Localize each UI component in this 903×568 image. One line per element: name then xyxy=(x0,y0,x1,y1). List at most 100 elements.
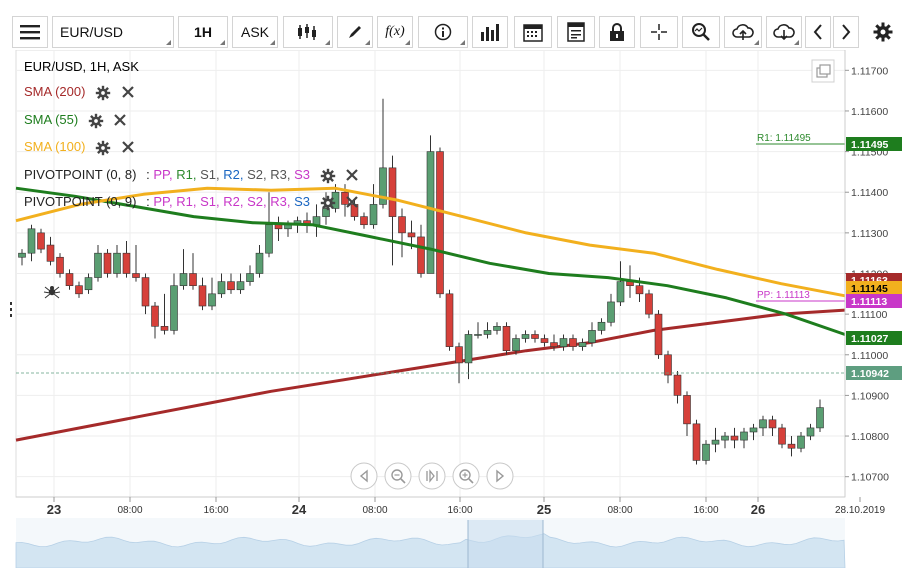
arrow-right-control[interactable] xyxy=(486,462,514,490)
download-button[interactable] xyxy=(766,16,802,48)
candle xyxy=(236,273,245,294)
zoom-out-control[interactable] xyxy=(384,462,412,490)
price-type-select[interactable]: ASK xyxy=(232,16,278,48)
legend-pivot1: PIVOTPOINT (0, 8) : PP, R1, S1, R2, S2, … xyxy=(24,167,361,184)
close-icon[interactable] xyxy=(121,85,137,101)
candle xyxy=(816,399,824,432)
candle-body xyxy=(398,216,406,234)
candle xyxy=(426,135,435,274)
close-icon[interactable] xyxy=(345,195,361,211)
candle-body xyxy=(388,167,397,217)
candle xyxy=(550,334,558,351)
candle-body xyxy=(274,224,283,230)
scroll-right-button[interactable] xyxy=(833,16,859,48)
resize-handle[interactable] xyxy=(10,302,12,317)
candle-body xyxy=(512,338,520,352)
time-tick-label: 24 xyxy=(292,502,307,517)
price-label-bg xyxy=(846,366,902,380)
candle-body xyxy=(683,395,691,425)
gear-icon[interactable] xyxy=(88,113,104,129)
candle-body xyxy=(702,443,710,461)
candle xyxy=(483,322,492,339)
price-tick-label: 1.11400 xyxy=(851,187,888,199)
candle xyxy=(75,281,83,298)
info-button[interactable] xyxy=(418,16,468,48)
candle-body xyxy=(550,342,558,347)
candle xyxy=(740,427,748,449)
settings-button[interactable] xyxy=(866,16,900,48)
candle-body xyxy=(312,216,321,226)
zoom-in-control[interactable] xyxy=(452,462,480,490)
price-chart[interactable]: R1: 1.11495 PP: 1.11113 1.11700 1.11600 1.… xyxy=(0,50,903,568)
price-axis[interactable]: 1.117001.116001.115001.114001.113001.112… xyxy=(844,50,903,497)
candle-body xyxy=(426,151,435,274)
candle-body xyxy=(455,346,463,364)
navigator[interactable] xyxy=(15,518,846,568)
symbol-select[interactable]: EUR/USD xyxy=(52,16,174,48)
candle xyxy=(37,228,45,254)
chart-type-button[interactable] xyxy=(283,16,333,48)
candle-body xyxy=(673,374,682,396)
candle xyxy=(227,273,235,294)
candle-body xyxy=(46,244,55,262)
candle-body xyxy=(170,285,178,331)
candle-body xyxy=(768,419,777,429)
r1-line-label: R1: 1.11495 xyxy=(757,133,811,144)
navigator-window[interactable] xyxy=(468,520,543,568)
zoom-search-button[interactable] xyxy=(682,16,720,48)
price-label-text: 1.10942 xyxy=(851,368,889,380)
price-label-bg xyxy=(846,281,902,295)
gear-icon[interactable] xyxy=(320,168,336,184)
close-icon[interactable] xyxy=(345,168,361,184)
sma100-path xyxy=(15,186,846,298)
crosshair-button[interactable] xyxy=(640,16,678,48)
candle-body xyxy=(483,330,492,335)
popout-icon xyxy=(816,64,831,78)
time-axis[interactable]: 23 08:00 16:00 24 08:00 16:00 25 08:00 16:00 26 28… xyxy=(16,496,885,517)
calendar-button[interactable] xyxy=(514,16,552,48)
candle-body xyxy=(578,342,587,347)
candle xyxy=(170,273,178,335)
gear-icon[interactable] xyxy=(95,85,111,101)
time-tick-label: 25 xyxy=(537,502,551,517)
chart-area[interactable]: R1: 1.11495 PP: 1.11113 1.11700 1.11600 1.… xyxy=(0,50,903,568)
reset-control[interactable] xyxy=(418,462,446,490)
arrow-left-control[interactable] xyxy=(350,462,378,490)
spider-icon[interactable] xyxy=(43,286,61,299)
scroll-left-button[interactable] xyxy=(805,16,831,48)
interval-select[interactable]: 1H xyxy=(178,16,228,48)
popout-button[interactable] xyxy=(811,59,835,83)
candle-body xyxy=(27,228,36,254)
pivot2-r1: R1, xyxy=(176,194,197,209)
candle xyxy=(379,98,387,209)
candle-body xyxy=(730,435,739,441)
table-button[interactable] xyxy=(557,16,595,48)
pivot2-pp: PP, xyxy=(153,194,173,209)
draw-button[interactable] xyxy=(337,16,373,48)
lock-button[interactable] xyxy=(599,16,635,48)
close-icon[interactable] xyxy=(121,140,137,156)
candle-body xyxy=(151,305,159,327)
pp-line-label: PP: 1.11113 xyxy=(757,290,810,301)
candle-body xyxy=(103,252,112,274)
candle xyxy=(673,371,682,404)
candle xyxy=(189,253,197,290)
function-button[interactable]: f(x) xyxy=(377,16,413,48)
zoom-out-icon xyxy=(384,462,412,490)
bar-chart-button[interactable] xyxy=(472,16,508,48)
pivot2-s2: S2, xyxy=(247,194,267,209)
candle-body xyxy=(474,334,482,336)
candle-body xyxy=(331,191,340,209)
candle-body xyxy=(692,423,701,461)
arrow-right-glyph xyxy=(496,469,505,483)
gear-icon[interactable] xyxy=(320,195,336,211)
price-label-text: 1.11113 xyxy=(851,296,887,308)
upload-button[interactable] xyxy=(724,16,762,48)
price-label-text: 1.11145 xyxy=(851,283,888,295)
gear-icon[interactable] xyxy=(95,140,111,156)
close-icon[interactable] xyxy=(113,113,129,129)
menu-button[interactable] xyxy=(12,16,48,48)
candle-body xyxy=(132,273,140,278)
candle-body xyxy=(217,281,226,295)
time-tick-label: 08:00 xyxy=(362,505,387,516)
